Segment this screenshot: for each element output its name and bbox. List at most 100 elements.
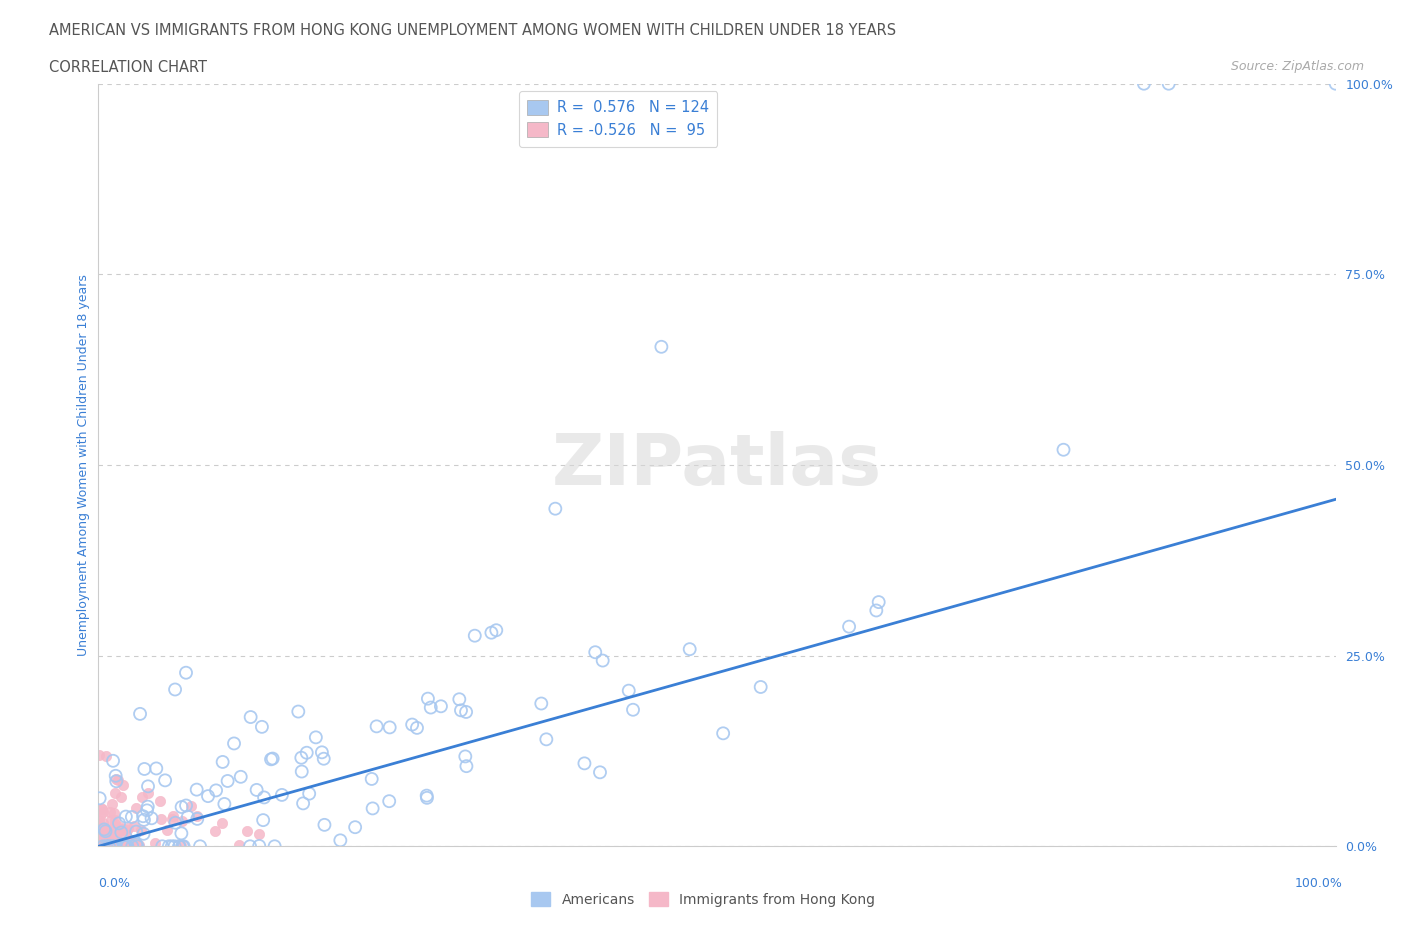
Point [87,820,110,835]
Point [239,710,262,724]
Point [108,838,131,853]
Point [89,833,111,848]
Point [115,835,138,850]
Point [108,822,131,837]
Point [344,819,367,834]
Point [160,812,183,827]
Point [105,774,128,789]
Point [112,839,135,854]
Point [419,700,441,715]
Point [89,838,111,853]
Point [91,839,114,854]
Point [136,803,159,817]
Point [131,822,153,837]
Point [129,707,152,722]
Point [292,796,315,811]
Point [98,839,121,854]
Point [262,751,284,766]
Point [366,719,388,734]
Point [110,822,132,837]
Point [89,837,111,852]
Point [239,839,262,854]
Point [271,788,294,803]
Point [378,720,401,735]
Point [156,823,179,838]
Point [253,790,276,804]
Point [107,832,129,847]
Point [105,832,128,847]
Point [125,824,148,839]
Point [114,828,136,843]
Point [136,786,159,801]
Point [121,810,143,825]
Point [295,745,318,760]
Point [100,831,122,846]
Point [530,696,553,711]
Point [98,829,121,844]
Point [100,813,122,828]
Point [125,837,148,852]
Point [449,692,471,707]
Point [650,339,672,354]
Point [574,756,596,771]
Point [252,813,274,828]
Point [222,736,245,751]
Point [157,839,180,854]
Point [416,790,439,805]
Point [536,732,558,747]
Point [1324,76,1347,91]
Point [415,789,437,804]
Point [96,839,118,854]
Point [291,764,314,779]
Point [111,823,134,838]
Point [1133,76,1156,91]
Legend: Americans, Immigrants from Hong Kong: Americans, Immigrants from Hong Kong [524,885,882,914]
Point [94,828,117,843]
Point [180,799,202,814]
Point [172,839,194,854]
Point [104,839,127,854]
Point [416,691,439,706]
Point [93,822,115,837]
Point [314,817,336,832]
Point [89,834,111,849]
Point [111,837,134,852]
Text: 0.0%: 0.0% [98,877,131,890]
Point [94,749,117,764]
Point [90,834,112,849]
Point [121,839,143,854]
Point [329,833,352,848]
Point [111,834,134,849]
Point [91,804,114,819]
Point [104,817,127,831]
Point [117,823,139,838]
Point [430,698,453,713]
Point [104,812,127,827]
Point [115,809,138,824]
Point [136,799,159,814]
Point [90,838,112,853]
Point [838,619,860,634]
Point [868,594,890,609]
Point [117,821,139,836]
Point [90,820,112,835]
Point [163,839,186,854]
Point [91,802,114,817]
Point [96,830,118,845]
Point [186,782,208,797]
Point [91,816,114,830]
Point [115,839,138,854]
Point [89,838,111,853]
Point [93,833,115,848]
Text: ZIPatlas: ZIPatlas [553,431,882,499]
Point [101,838,124,853]
Point [186,812,208,827]
Point [711,726,734,741]
Point [132,827,155,842]
Point [160,839,183,854]
Point [131,790,153,804]
Point [197,789,219,804]
Y-axis label: Unemployment Among Women with Children Under 18 years: Unemployment Among Women with Children U… [77,274,90,656]
Point [165,816,187,830]
Point [94,824,117,839]
